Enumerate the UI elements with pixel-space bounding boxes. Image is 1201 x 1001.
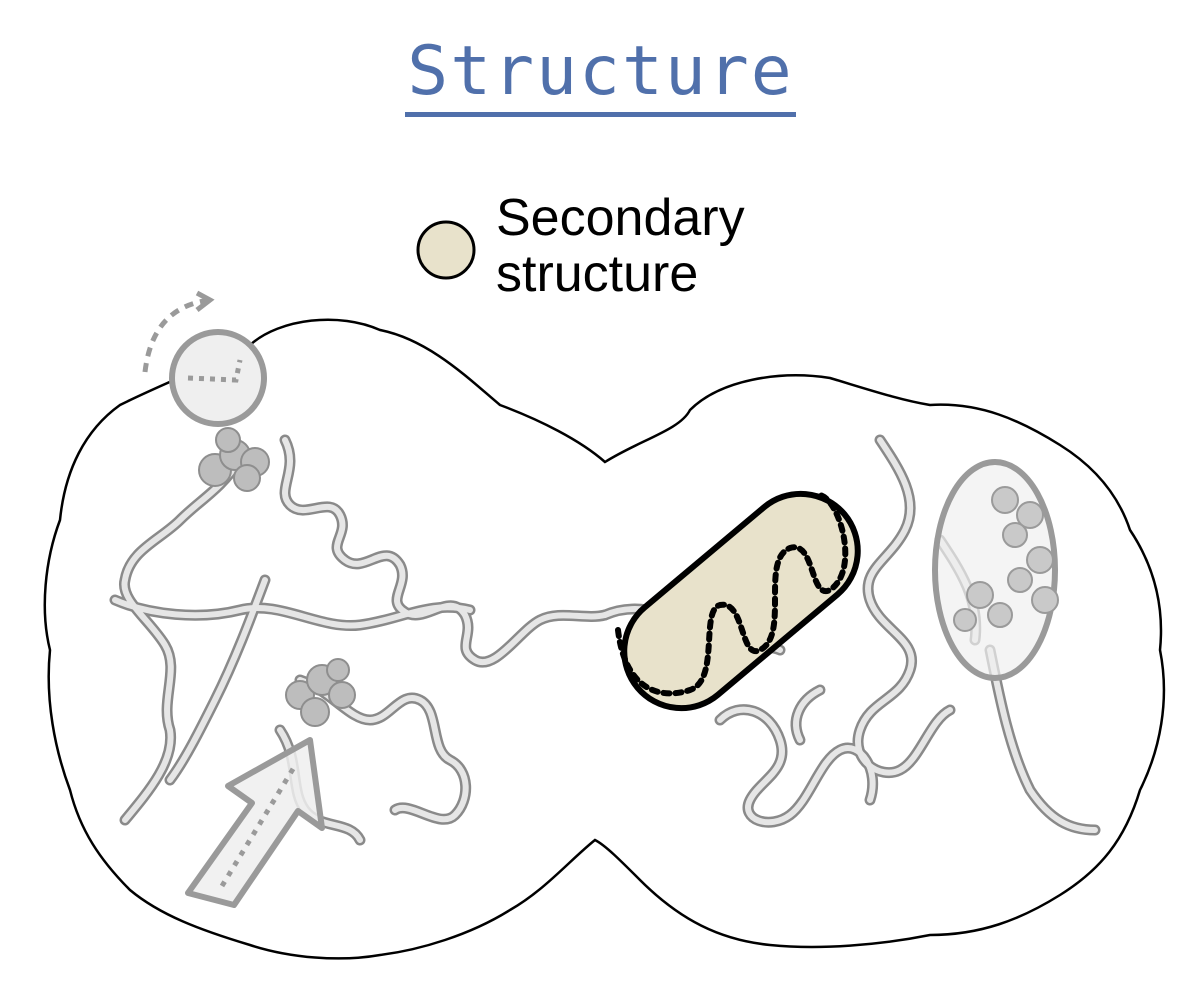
page-title: Structure	[0, 38, 1201, 117]
legend-swatch-icon	[416, 220, 476, 280]
arrow-marker-icon	[185, 737, 325, 908]
ligand-sphere-cluster-icon	[285, 658, 356, 727]
legend-line-1: Secondary	[496, 189, 745, 247]
legend-line-2: structure	[496, 245, 699, 303]
legend-label: Secondary structure	[496, 190, 745, 302]
title-text: Structure	[405, 38, 796, 117]
oval-marker-icon	[932, 459, 1059, 681]
ligand-sphere-cluster-icon	[198, 427, 270, 492]
protein-surface-outline	[43, 318, 1166, 960]
rotation-marker-icon	[142, 290, 267, 427]
secondary-structure-helix	[615, 492, 849, 697]
